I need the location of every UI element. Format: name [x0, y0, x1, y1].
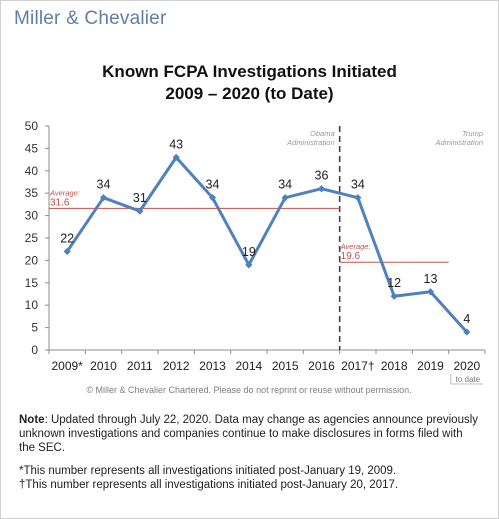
data-point-2020 — [463, 328, 471, 336]
data-point-2013 — [208, 194, 217, 202]
chart-subtitle: 2009 – 2020 (to Date) — [165, 84, 334, 103]
x-tick-label-2016: 2016 — [308, 359, 335, 373]
data-label-2012: 43 — [169, 137, 183, 151]
footnote-2009: *This number represents all investigatio… — [19, 465, 397, 477]
x-tick-label-2012: 2012 — [163, 359, 190, 373]
x-tick-label-2010: 2010 — [90, 359, 117, 373]
x-tick-label-2009: 2009* — [51, 359, 83, 373]
brand-logo: Miller & Chevalier — [14, 8, 167, 29]
data-label-2016: 36 — [315, 169, 329, 183]
y-tick-label-20: 20 — [25, 253, 39, 267]
y-tick-label-40: 40 — [25, 164, 39, 178]
y-tick-label-35: 35 — [25, 186, 39, 200]
note-text: : Updated through July 22, 2020. Data ma… — [19, 414, 479, 454]
obama-label-line2: Administration — [286, 138, 335, 147]
data-point-2014 — [245, 261, 253, 269]
x-tick-label-2020: 2020 — [453, 359, 480, 373]
data-label-2009: 22 — [60, 231, 74, 245]
x-tick-label-2018: 2018 — [381, 359, 408, 373]
y-tick-label-50: 50 — [25, 119, 39, 133]
chart-title: Known FCPA Investigations Initiated — [102, 62, 397, 81]
data-point-2016 — [317, 185, 326, 193]
x-tick-label-2014: 2014 — [235, 359, 262, 373]
data-label-2014: 19 — [242, 245, 256, 259]
copyright-text: © Miller & Chevalier Chartered. Please d… — [86, 385, 411, 395]
data-label-2011: 31 — [133, 191, 147, 205]
line-chart: 0 5 10 15 20 25 30 35 40 45 50 2009* 2010 2011 2012 201… — [25, 119, 486, 395]
x-tick-label-2019: 2019 — [417, 359, 444, 373]
data-label-2020: 4 — [463, 312, 470, 326]
y-tick-label-10: 10 — [25, 298, 39, 312]
data-label-2015: 34 — [278, 178, 292, 192]
update-note: Note: Updated through July 22, 2020. Dat… — [19, 413, 481, 455]
data-label-2018: 12 — [387, 276, 401, 290]
data-point-2011 — [136, 207, 144, 215]
data-label-2019: 13 — [424, 272, 438, 286]
average-label-2: Average: — [340, 242, 371, 251]
to-date-bracket — [450, 374, 483, 385]
x-tick-label-2013: 2013 — [199, 359, 226, 373]
data-point-2012 — [172, 153, 180, 161]
trump-label-line1: Trump — [462, 129, 483, 138]
y-tick-label-5: 5 — [31, 321, 38, 335]
data-point-2017 — [354, 194, 362, 202]
data-point-2015 — [281, 194, 289, 202]
data-label-2010: 34 — [97, 178, 111, 192]
average-value-2: 19.6 — [341, 251, 361, 262]
average-label-1: Average: — [49, 188, 80, 197]
y-tick-label-15: 15 — [25, 276, 39, 290]
data-point-2019 — [426, 288, 435, 296]
y-tick-label-30: 30 — [25, 209, 39, 223]
data-point-2009 — [63, 247, 71, 256]
obama-label-line1: Obama — [310, 129, 335, 138]
data-label-2013: 34 — [206, 178, 220, 192]
data-point-2018 — [390, 292, 398, 300]
note-label: Note — [19, 414, 45, 426]
x-tick-label-2011: 2011 — [127, 359, 153, 373]
series-line-1 — [65, 155, 468, 334]
x-tick-label-2015: 2015 — [272, 359, 299, 373]
data-label-2017: 34 — [351, 178, 365, 192]
y-tick-label-0: 0 — [31, 343, 38, 357]
to-date-label: to date — [456, 375, 481, 384]
y-tick-label-25: 25 — [25, 231, 39, 245]
data-point-2010 — [99, 194, 108, 202]
y-tick-label-45: 45 — [25, 141, 39, 155]
trump-label-line2: Administration — [434, 138, 483, 147]
footnotes: Note: Updated through July 22, 2020. Dat… — [19, 413, 481, 492]
footnote-2017: †This number represents all investigatio… — [19, 479, 399, 491]
x-tick-label-2017: 2017† — [341, 359, 374, 373]
average-value-1: 31.6 — [50, 197, 70, 208]
